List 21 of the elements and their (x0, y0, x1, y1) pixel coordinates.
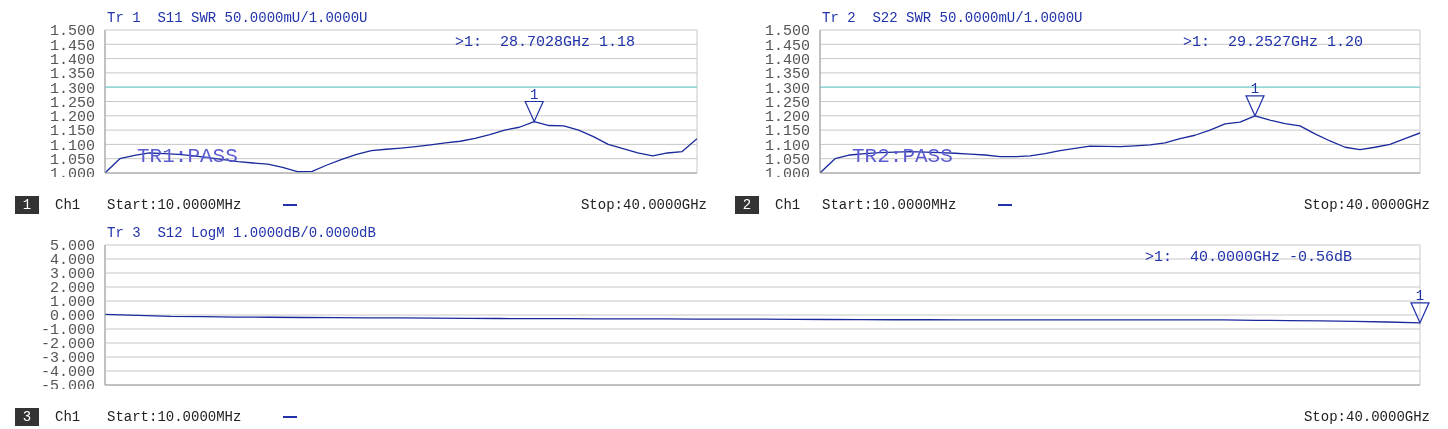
annotation: 1 (1415, 287, 1425, 304)
text: Start:10.0000MHz (107, 408, 242, 426)
text: Ch1 (55, 408, 81, 426)
text: 3 (15, 408, 39, 426)
annotation: 1 (530, 86, 539, 103)
chart-title: Tr 3 S12 LogM 1.0000dB/0.0000dB (107, 225, 376, 241)
annotation: >1: 29.2527GHz 1.20 (1183, 34, 1364, 51)
annotation: >1: 40.0000GHz -0.56dB (1145, 249, 1353, 266)
text: Start:10.0000MHz (822, 196, 957, 214)
text: Ch1 (775, 196, 801, 214)
text: Stop:40.0000GHz (580, 196, 707, 214)
text: Ch1 (55, 196, 81, 214)
annotation: >1: 28.7028GHz 1.18 (455, 34, 636, 51)
chart-title: Tr 2 S22 SWR 50.0000mU/1.0000U (822, 10, 1083, 26)
chart-title: Tr 1 S11 SWR 50.0000mU/1.0000U (107, 10, 368, 26)
annotation: 1 (1250, 80, 1260, 97)
text: 1 (15, 196, 39, 214)
text: 2 (735, 196, 759, 214)
text: Stop:40.0000GHz (1303, 408, 1430, 426)
text: Start:10.0000MHz (107, 196, 242, 214)
text: Stop:40.0000GHz (1303, 196, 1430, 214)
